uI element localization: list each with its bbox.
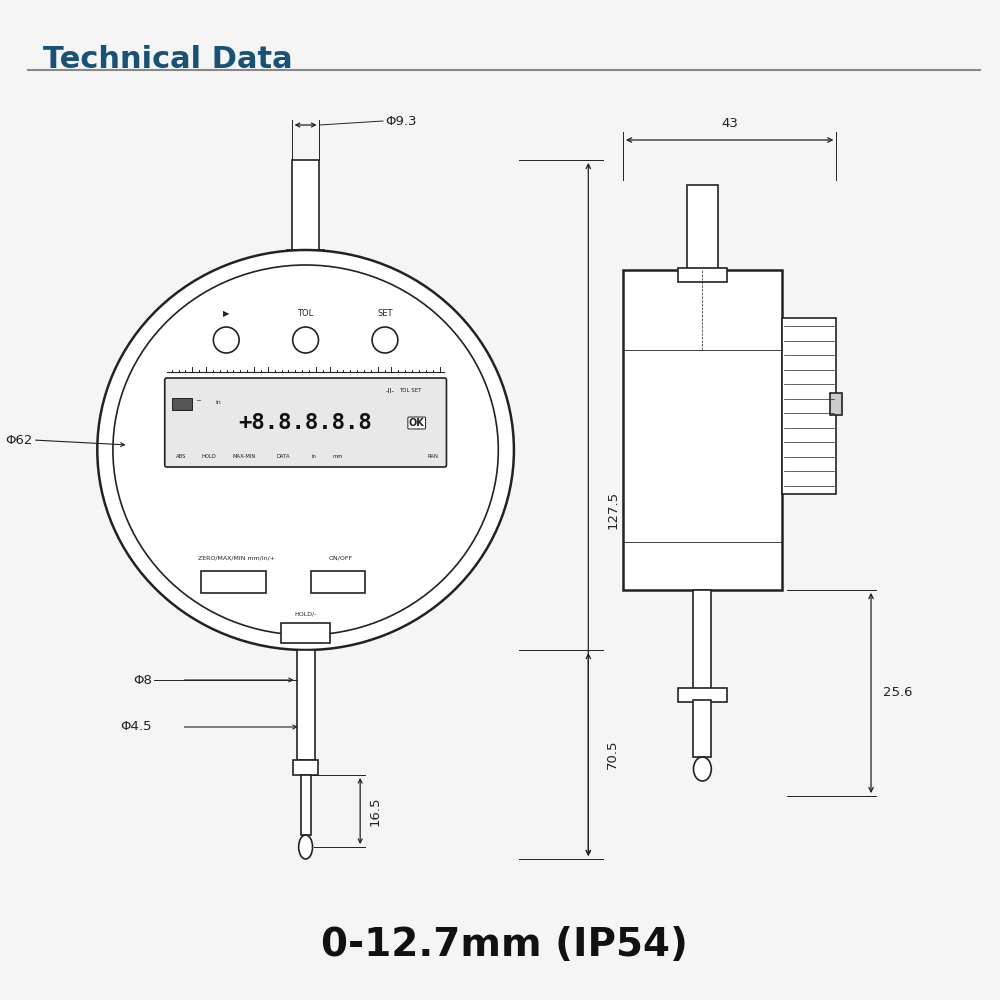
Bar bbox=[292, 160, 319, 250]
Ellipse shape bbox=[113, 265, 498, 635]
Circle shape bbox=[372, 327, 398, 353]
Bar bbox=[687, 185, 718, 270]
Text: HOLD: HOLD bbox=[201, 454, 216, 459]
Text: Φ8: Φ8 bbox=[133, 674, 152, 686]
Text: 25.6: 25.6 bbox=[883, 687, 912, 700]
Text: in: in bbox=[311, 454, 316, 459]
Text: Φ9.3: Φ9.3 bbox=[385, 115, 416, 128]
Text: 70.5: 70.5 bbox=[606, 740, 619, 769]
Text: mm: mm bbox=[332, 454, 343, 459]
Circle shape bbox=[293, 327, 318, 353]
Ellipse shape bbox=[693, 757, 711, 781]
Bar bbox=[172, 398, 192, 410]
Text: in: in bbox=[215, 400, 221, 406]
Bar bbox=[301, 775, 311, 835]
Text: SET: SET bbox=[377, 309, 393, 318]
Text: -II-: -II- bbox=[385, 388, 394, 394]
Bar bbox=[693, 590, 711, 690]
Bar bbox=[623, 270, 782, 590]
Bar bbox=[287, 250, 324, 268]
Ellipse shape bbox=[299, 835, 313, 859]
FancyBboxPatch shape bbox=[165, 378, 446, 467]
Text: MAX-MIN: MAX-MIN bbox=[232, 454, 256, 459]
Text: ▶: ▶ bbox=[223, 309, 229, 318]
Ellipse shape bbox=[97, 250, 514, 650]
Bar bbox=[281, 623, 330, 643]
Text: ABS: ABS bbox=[176, 454, 187, 459]
Text: 127.5: 127.5 bbox=[606, 490, 619, 529]
Bar bbox=[293, 760, 318, 775]
Text: DATA: DATA bbox=[277, 454, 291, 459]
Bar bbox=[311, 571, 365, 593]
Bar bbox=[678, 688, 727, 702]
Text: ~: ~ bbox=[196, 398, 201, 404]
Text: TOL SET: TOL SET bbox=[399, 388, 421, 393]
Bar bbox=[297, 650, 315, 760]
Text: Φ4.5: Φ4.5 bbox=[120, 720, 152, 734]
Text: ZERO/MAX/MIN mm/in/+: ZERO/MAX/MIN mm/in/+ bbox=[198, 556, 275, 561]
Text: RAN: RAN bbox=[427, 454, 438, 459]
Text: 0-12.7mm (IP54): 0-12.7mm (IP54) bbox=[321, 926, 687, 964]
Text: +8.8.8.8.8: +8.8.8.8.8 bbox=[239, 413, 372, 433]
Text: 43: 43 bbox=[721, 117, 738, 130]
Bar bbox=[693, 700, 711, 757]
Text: Φ62: Φ62 bbox=[5, 434, 33, 446]
Bar bbox=[201, 571, 266, 593]
Circle shape bbox=[213, 327, 239, 353]
Text: OK: OK bbox=[409, 418, 425, 428]
Bar bbox=[678, 268, 727, 282]
Text: Technical Data: Technical Data bbox=[43, 45, 292, 74]
Text: TOL: TOL bbox=[297, 309, 314, 318]
Text: HOLD/-: HOLD/- bbox=[294, 611, 317, 616]
Text: ON/OFF: ON/OFF bbox=[328, 556, 352, 561]
Text: 16.5: 16.5 bbox=[368, 796, 381, 826]
Bar bbox=[830, 393, 842, 415]
Bar bbox=[782, 318, 836, 494]
